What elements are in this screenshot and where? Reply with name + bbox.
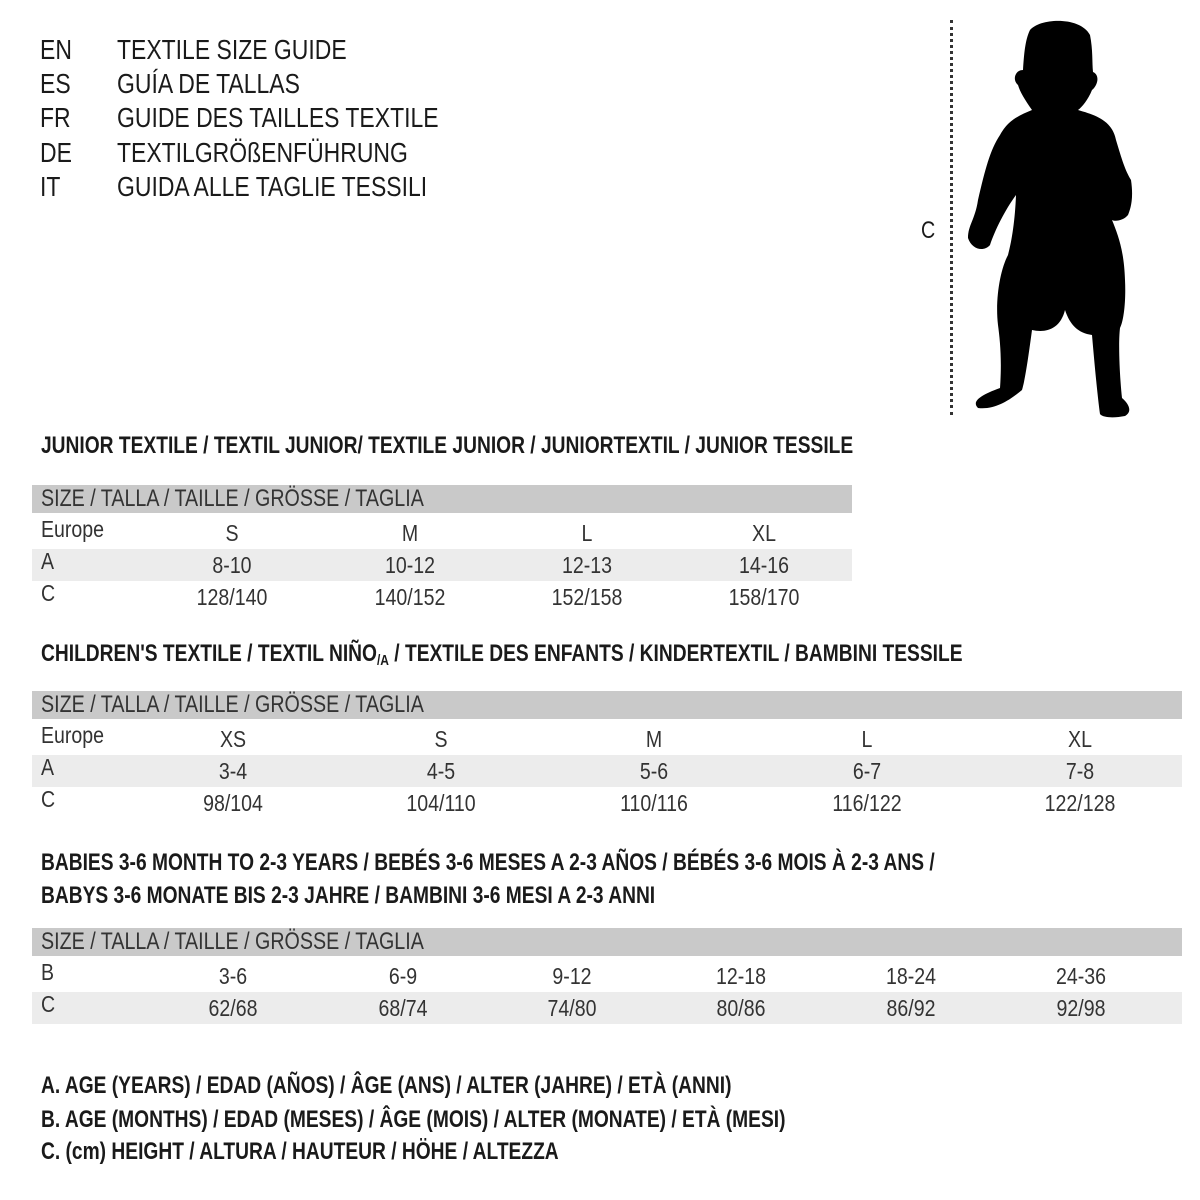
table-cell: 12-18	[715, 963, 767, 989]
table-cell: S	[434, 726, 448, 752]
children-heading-sub: /A	[376, 652, 389, 669]
table-cell: S	[225, 520, 239, 546]
lang-code: FR	[40, 102, 71, 133]
title-text: GUIDA ALLE TAGLIE TESSILI	[117, 171, 428, 202]
measure-line	[950, 20, 953, 415]
table-cell: 104/110	[406, 790, 476, 816]
lang-code: DE	[40, 137, 72, 168]
table-cell: 4-5	[426, 758, 456, 784]
table-cell: 6-7	[852, 758, 882, 784]
table-cell: M	[645, 726, 663, 752]
size-header-bar: SIZE / TALLA / TAILLE / GRÖSSE / TAGLIA	[32, 485, 852, 513]
table-cell: 116/122	[832, 790, 902, 816]
size-header-bar: SIZE / TALLA / TAILLE / GRÖSSE / TAGLIA	[32, 691, 1182, 719]
babies-heading-line1: BABIES 3-6 MONTH TO 2-3 YEARS / BEBÉS 3-…	[41, 849, 935, 876]
table-cell: 86/92	[886, 995, 936, 1021]
legend-b: B. AGE (MONTHS) / EDAD (MESES) / ÂGE (MO…	[41, 1106, 786, 1133]
table-cell: XL	[752, 520, 776, 546]
table-cell: M	[401, 520, 419, 546]
size-header-label: SIZE / TALLA / TAILLE / GRÖSSE / TAGLIA	[41, 691, 424, 718]
title-text: GUÍA DE TALLAS	[117, 68, 300, 99]
table-cell: 7-8	[1065, 758, 1095, 784]
table-cell: 92/98	[1056, 995, 1106, 1021]
table-row: C 98/104 104/110 110/116 116/122 122/128	[32, 786, 1182, 819]
row-label: A	[41, 754, 55, 780]
table-cell: L	[581, 520, 593, 546]
row-label: Europe	[41, 722, 105, 748]
table-row: C 62/68 68/74 74/80 80/86 86/92 92/98	[32, 991, 1182, 1024]
babies-heading-line2: BABYS 3-6 MONATE BIS 2-3 JAHRE / BAMBINI…	[41, 882, 656, 909]
row-label: A	[41, 548, 55, 574]
row-label: B	[41, 959, 55, 985]
table-cell: 5-6	[639, 758, 669, 784]
legend-a: A. AGE (YEARS) / EDAD (AÑOS) / ÂGE (ANS)…	[41, 1072, 732, 1099]
row-label: C	[41, 786, 56, 812]
table-cell: 128/140	[196, 584, 268, 610]
table-cell: 62/68	[208, 995, 258, 1021]
table-cell: 3-6	[218, 963, 248, 989]
children-heading-rest: / TEXTILE DES ENFANTS / KINDERTEXTIL / B…	[388, 640, 963, 667]
legend-c: C. (cm) HEIGHT / ALTURA / HAUTEUR / HÖHE…	[41, 1138, 559, 1165]
row-label: C	[41, 580, 56, 606]
table-cell: 6-9	[388, 963, 418, 989]
table-cell: 18-24	[885, 963, 937, 989]
children-heading: CHILDREN'S TEXTILE / TEXTIL NIÑO/A / TEX…	[41, 639, 963, 676]
table-cell: 24-36	[1055, 963, 1107, 989]
lang-code: IT	[40, 171, 61, 202]
table-cell: 74/80	[547, 995, 597, 1021]
table-cell: XL	[1068, 726, 1092, 752]
table-cell: 98/104	[203, 790, 263, 816]
size-header-label: SIZE / TALLA / TAILLE / GRÖSSE / TAGLIA	[41, 485, 424, 512]
table-row: Europe S M L XL	[32, 516, 852, 549]
table-cell: 8-10	[212, 552, 252, 578]
lang-code: ES	[40, 68, 71, 99]
size-header-bar: SIZE / TALLA / TAILLE / GRÖSSE / TAGLIA	[32, 928, 1182, 956]
table-cell: 10-12	[384, 552, 436, 578]
table-cell: 14-16	[738, 552, 790, 578]
table-cell: 122/128	[1044, 790, 1116, 816]
height-figure: C	[900, 0, 1200, 430]
table-cell: 110/116	[620, 790, 688, 816]
table-row: Europe XS S M L XL	[32, 722, 1182, 755]
table-cell: XS	[219, 726, 247, 752]
table-cell: 3-4	[218, 758, 248, 784]
table-cell: 140/152	[374, 584, 446, 610]
table-cell: 12-13	[561, 552, 613, 578]
lang-code: EN	[40, 34, 72, 65]
row-label: Europe	[41, 516, 105, 542]
table-cell: 152/158	[551, 584, 623, 610]
table-row: A 8-10 10-12 12-13 14-16	[32, 548, 852, 581]
children-heading-main: CHILDREN'S TEXTILE / TEXTIL NIÑO	[41, 640, 377, 667]
title-text: TEXTILE SIZE GUIDE	[117, 34, 347, 65]
junior-heading: JUNIOR TEXTILE / TEXTIL JUNIOR/ TEXTILE …	[41, 432, 854, 459]
table-row: A 3-4 4-5 5-6 6-7 7-8	[32, 754, 1182, 787]
measure-label: C	[921, 217, 936, 244]
title-text: TEXTILGRÖßENFÜHRUNG	[117, 137, 408, 168]
table-cell: 68/74	[378, 995, 428, 1021]
row-label: C	[41, 991, 56, 1017]
table-cell: 158/170	[728, 584, 800, 610]
table-cell: L	[861, 726, 873, 752]
table-row: C 128/140 140/152 152/158 158/170	[32, 580, 852, 613]
table-cell: 80/86	[716, 995, 766, 1021]
title-text: GUIDE DES TAILLES TEXTILE	[117, 102, 439, 133]
table-row: B 3-6 6-9 9-12 12-18 18-24 24-36	[32, 959, 1182, 992]
table-cell: 9-12	[552, 963, 592, 989]
child-silhouette-icon	[968, 20, 1133, 418]
size-header-label: SIZE / TALLA / TAILLE / GRÖSSE / TAGLIA	[41, 928, 424, 955]
